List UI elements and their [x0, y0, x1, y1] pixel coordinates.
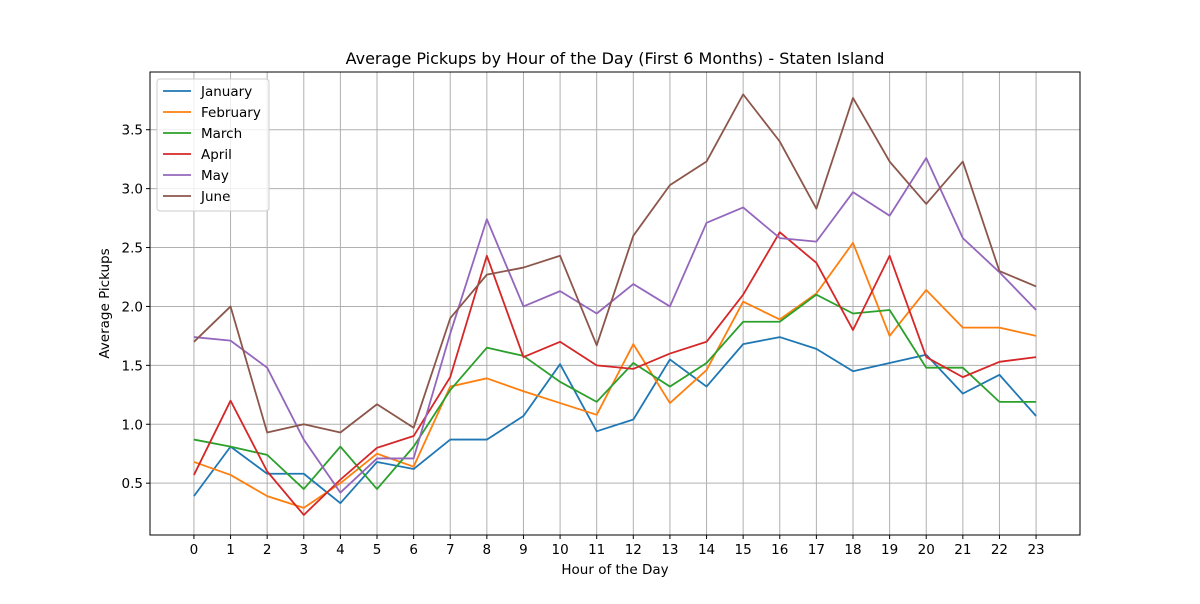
x-tick-label: 6: [409, 542, 418, 558]
x-tick-label: 15: [735, 542, 752, 558]
x-tick-label: 22: [991, 542, 1008, 558]
y-tick-label: 3.5: [122, 123, 143, 139]
y-tick-label: 0.5: [122, 476, 143, 492]
x-tick-label: 5: [373, 542, 382, 558]
legend: January February March April May June: [156, 78, 270, 212]
x-tick-label: 2: [263, 542, 272, 558]
axis-ticks: 0 1 2 3 4 5 6 7 8 9 10 11 12 13 14 15 16 17 18 19 20 21 22 230.…: [122, 123, 1045, 558]
x-tick-label: 8: [483, 542, 492, 558]
y-tick-label: 2.5: [122, 241, 143, 257]
series-line-january: [193, 336, 1037, 505]
x-tick-label: 1: [226, 542, 235, 558]
x-axis-label: Hour of the Day: [561, 562, 668, 578]
y-axis-label: Average Pickups: [97, 248, 113, 358]
chart-title: Average Pickups by Hour of the Day (Firs…: [346, 49, 885, 68]
plot-frame: [149, 71, 1081, 536]
series-line-april: [193, 231, 1037, 516]
legend-label-april: April: [201, 147, 232, 163]
x-tick-label: 0: [190, 542, 199, 558]
x-tick-label: 13: [661, 542, 678, 558]
x-tick-label: 3: [299, 542, 308, 558]
series-line-may: [193, 157, 1037, 494]
legend-label-march: March: [201, 126, 242, 142]
x-tick-label: 23: [1027, 542, 1044, 558]
x-tick-label: 7: [446, 542, 455, 558]
series-line-march: [193, 293, 1037, 490]
x-tick-label: 14: [698, 542, 715, 558]
x-tick-label: 17: [808, 542, 825, 558]
series-line-february: [193, 241, 1037, 509]
legend-label-june: June: [200, 189, 230, 205]
x-tick-label: 10: [551, 542, 568, 558]
x-tick-label: 9: [519, 542, 528, 558]
x-tick-label: 20: [918, 542, 935, 558]
y-tick-label: 3.0: [122, 182, 143, 198]
x-tick-label: 19: [881, 542, 898, 558]
x-tick-label: 21: [954, 542, 971, 558]
y-tick-label: 1.5: [122, 358, 143, 374]
x-tick-label: 11: [588, 542, 605, 558]
series-line-june: [193, 93, 1037, 434]
series-lines: [193, 93, 1037, 516]
x-tick-label: 16: [771, 542, 788, 558]
x-tick-label: 18: [844, 542, 861, 558]
y-tick-label: 1.0: [122, 417, 143, 433]
legend-label-january: January: [200, 84, 252, 100]
x-tick-label: 4: [336, 542, 345, 558]
legend-label-february: February: [201, 105, 261, 121]
x-tick-label: 12: [625, 542, 642, 558]
y-tick-label: 2.0: [122, 299, 143, 315]
legend-label-may: May: [201, 168, 229, 184]
